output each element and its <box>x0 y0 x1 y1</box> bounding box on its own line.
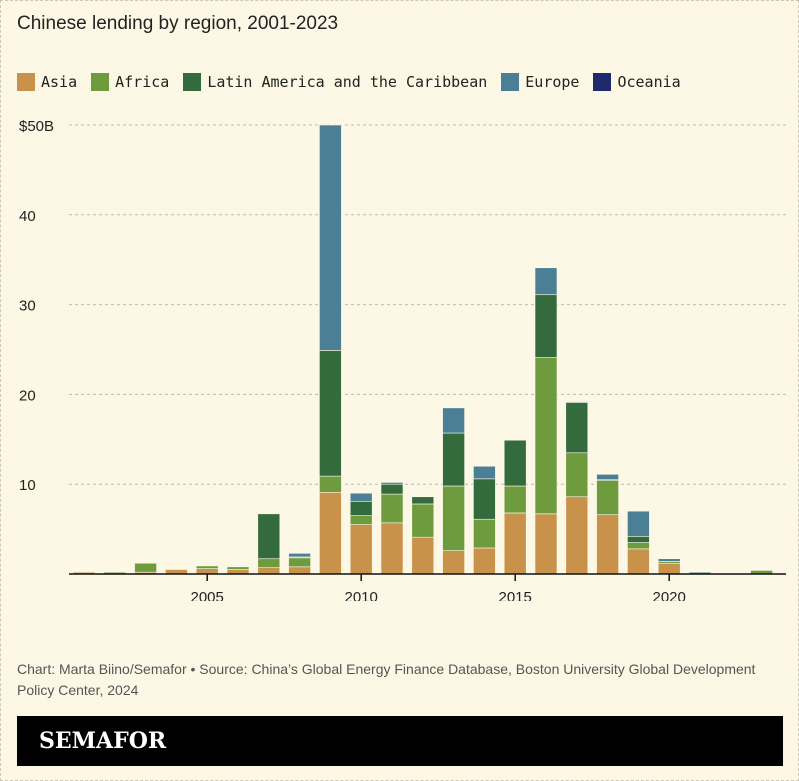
chart-title: Chinese lending by region, 2001-2023 <box>17 13 339 34</box>
bar-segment <box>288 566 311 575</box>
bar-segment <box>411 536 435 575</box>
bar-segment <box>627 510 650 537</box>
legend-label: Latin America and the Caribbean <box>207 73 488 91</box>
y-tick-label: 20 <box>19 387 36 404</box>
legend-label: Oceania <box>617 73 681 91</box>
bar-segment <box>565 452 589 498</box>
bar-segment <box>380 483 404 495</box>
bar-segment <box>534 513 558 575</box>
bar-segment <box>319 350 342 477</box>
bar-segment <box>534 294 558 358</box>
bar-segment <box>195 568 219 575</box>
bar-segment <box>442 485 465 551</box>
semafor-logo: SEMAFOR <box>39 728 167 754</box>
bar-segment <box>380 482 404 485</box>
legend-label: Asia <box>41 73 78 91</box>
bar-segment <box>627 542 650 550</box>
bar-segment <box>442 550 465 575</box>
bar-segment <box>596 480 619 516</box>
y-tick-label: 30 <box>19 298 36 315</box>
bar-segment <box>596 514 619 575</box>
legend: Asia Africa Latin America and the Caribbea… <box>17 73 681 91</box>
x-tick-label: 2015 <box>499 589 532 601</box>
bar-segment <box>503 512 527 575</box>
bar-segment <box>503 485 527 514</box>
bar-chart: 10 20 30 40 $50B 2005 2010 2015 2020 <box>19 118 786 601</box>
bar-segment <box>473 478 496 520</box>
bar-segment <box>380 522 404 575</box>
x-tick-label: 2020 <box>653 589 686 601</box>
bar-segment <box>257 513 281 560</box>
bar-segment <box>534 267 558 296</box>
bar-segment <box>627 548 650 575</box>
bar-segment <box>565 401 589 403</box>
legend-label: Africa <box>115 73 170 91</box>
bar-segment <box>411 503 435 538</box>
bar-segment <box>657 558 681 562</box>
bar-segment <box>565 402 589 454</box>
legend-item: Africa <box>91 73 169 91</box>
bar-segment <box>411 496 435 505</box>
bar-segment <box>134 562 157 573</box>
bar-segment <box>288 557 311 568</box>
bar-segment <box>349 515 373 525</box>
bar-segment <box>596 474 619 481</box>
legend-swatch <box>501 73 520 91</box>
bar-segment <box>657 562 681 575</box>
bar-segment <box>349 524 373 575</box>
bar-segment <box>442 432 465 487</box>
bar-segment <box>319 475 342 493</box>
bar-segment <box>473 547 496 575</box>
bar-segment <box>534 357 558 515</box>
legend-swatch <box>593 73 612 91</box>
bar-segment <box>349 500 373 516</box>
y-tick-label: $50B <box>19 118 54 135</box>
bar-segment <box>627 535 650 543</box>
x-tick-label: 2010 <box>345 589 378 601</box>
bar-segment <box>288 553 311 558</box>
legend-item: Asia <box>17 73 77 91</box>
bar-segment <box>380 493 404 524</box>
bar-segment <box>442 407 465 434</box>
bar-segment <box>257 558 281 569</box>
legend-swatch <box>183 73 202 91</box>
legend-item: Latin America and the Caribbean <box>183 73 487 91</box>
y-tick-label: 10 <box>19 477 36 494</box>
bar-segment <box>503 439 527 487</box>
bar-segment <box>473 518 496 549</box>
bar-segment <box>319 491 342 575</box>
footer: SEMAFOR <box>17 716 783 766</box>
bar-segment <box>319 124 342 351</box>
legend-swatch <box>91 73 110 91</box>
bar-segment <box>226 566 250 570</box>
bar-segment <box>565 496 589 575</box>
legend-item: Europe <box>501 73 579 91</box>
legend-label: Europe <box>525 73 580 91</box>
bar-segment <box>257 567 281 575</box>
x-tick-label: 2005 <box>191 589 224 601</box>
legend-item: Oceania <box>593 73 681 91</box>
bar-segment <box>349 492 373 502</box>
legend-swatch <box>17 73 35 91</box>
credit: Chart: Marta Biino/Semafor • Source: Chi… <box>17 661 756 698</box>
bar-segment <box>473 465 496 480</box>
bar-segment <box>195 565 219 569</box>
y-tick-label: 40 <box>19 208 36 225</box>
